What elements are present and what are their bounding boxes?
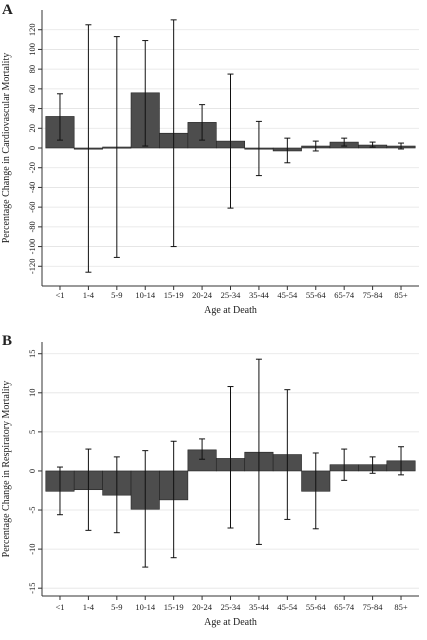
x-tick-label: 20-24 (192, 602, 213, 612)
x-tick-label: 55-64 (306, 602, 327, 612)
y-tick-label: -20 (27, 162, 37, 173)
panel-b: B -15 -10 -5 0 5 10 15 <1 1-4 5-9 10-14 15-19 20-24 2… (1, 333, 419, 628)
error-bar (255, 358, 262, 545)
y-tick-label: -40 (27, 182, 37, 193)
x-tick-label: 5-9 (111, 602, 122, 612)
error-bar (284, 389, 291, 520)
error-bar (369, 456, 376, 474)
error-bar (341, 137, 348, 147)
x-tick-label: 45-54 (277, 602, 298, 612)
y-tick-label: -15 (27, 583, 37, 594)
y-tick-label: 5 (27, 430, 37, 434)
panel-b-label: B (2, 333, 12, 349)
error-bar (113, 456, 120, 534)
error-bar (170, 440, 177, 559)
y-tick-label: 60 (27, 85, 37, 94)
x-tick-label: 35-44 (249, 602, 270, 612)
y-tick-label: -60 (27, 201, 37, 212)
x-tick-label: 75-84 (363, 290, 384, 300)
x-tick-label: 75-84 (363, 602, 384, 612)
y-tick-label: -10 (27, 543, 37, 554)
y-tick-label: 80 (27, 65, 37, 74)
x-tick-label: 65-74 (334, 290, 355, 300)
x-tick-label: 65-74 (334, 602, 355, 612)
y-tick-label: 20 (27, 124, 37, 133)
panel-a: A -120 -100 -80 -60 -40 -20 0 20 40 60 80 100 120 <1 1… (1, 2, 419, 316)
x-tick-label: 15-19 (164, 602, 184, 612)
x-tick-label: 10-14 (135, 602, 156, 612)
x-tick-label: 10-14 (135, 290, 156, 300)
error-bar (398, 142, 405, 150)
y-tick-label: -120 (27, 258, 37, 274)
error-bar (255, 120, 262, 177)
x-tick-label: <1 (55, 290, 64, 300)
x-tick-label: 25-34 (221, 290, 242, 300)
y-tick-label: 10 (27, 389, 37, 398)
y-axis-title: Percentage Change in Cardiovascular Mort… (1, 53, 12, 244)
error-bar (341, 448, 348, 481)
error-bar (312, 140, 319, 152)
x-tick-label: <1 (55, 602, 64, 612)
error-bar (199, 438, 206, 460)
error-bar (85, 24, 92, 273)
panel-a-plot: -120 -100 -80 -60 -40 -20 0 20 40 60 80 100 120 <1 1-4… (1, 10, 419, 316)
x-tick-label: 1-4 (83, 290, 95, 300)
y-tick-label: -100 (27, 239, 37, 255)
x-tick-label: 45-54 (277, 290, 298, 300)
panel-a-label: A (2, 2, 13, 18)
x-tick-label: 5-9 (111, 290, 122, 300)
error-bar (170, 19, 177, 248)
x-tick-label: 85+ (394, 602, 408, 612)
error-bar (227, 73, 234, 209)
x-tick-label: 85+ (394, 290, 408, 300)
x-axis-title: Age at Death (204, 617, 257, 628)
error-bar (369, 141, 376, 148)
y-axis-title: Percentage Change in Respiratory Mortali… (1, 381, 12, 558)
error-bar (56, 466, 63, 516)
x-axis-title: Age at Death (204, 305, 257, 316)
y-tick-label: 100 (27, 43, 37, 56)
error-bar (312, 452, 319, 530)
y-tick-label: 120 (27, 23, 37, 36)
y-tick-label: 40 (27, 104, 37, 113)
y-tick-label: 0 (27, 469, 37, 473)
y-tick-label: 0 (27, 146, 37, 150)
x-tick-label: 20-24 (192, 290, 213, 300)
y-tick-label: -80 (27, 221, 37, 232)
error-bar (199, 104, 206, 141)
x-tick-label: 15-19 (164, 290, 184, 300)
x-tick-label: 55-64 (306, 290, 327, 300)
x-tick-label: 1-4 (83, 602, 95, 612)
error-bar (142, 40, 149, 147)
error-bar (85, 448, 92, 531)
error-bar (227, 386, 234, 529)
panel-b-plot: -15 -10 -5 0 5 10 15 <1 1-4 5-9 10-14 15-19 20-24 25-… (1, 342, 419, 628)
x-tick-label: 25-34 (221, 602, 242, 612)
error-bar (113, 36, 120, 258)
error-bar (398, 446, 405, 476)
error-bar (56, 93, 63, 141)
y-tick-label: -5 (27, 506, 37, 513)
error-bar (284, 137, 291, 164)
error-bar (142, 450, 149, 568)
x-tick-label: 35-44 (249, 290, 270, 300)
y-tick-label: 15 (27, 349, 37, 358)
